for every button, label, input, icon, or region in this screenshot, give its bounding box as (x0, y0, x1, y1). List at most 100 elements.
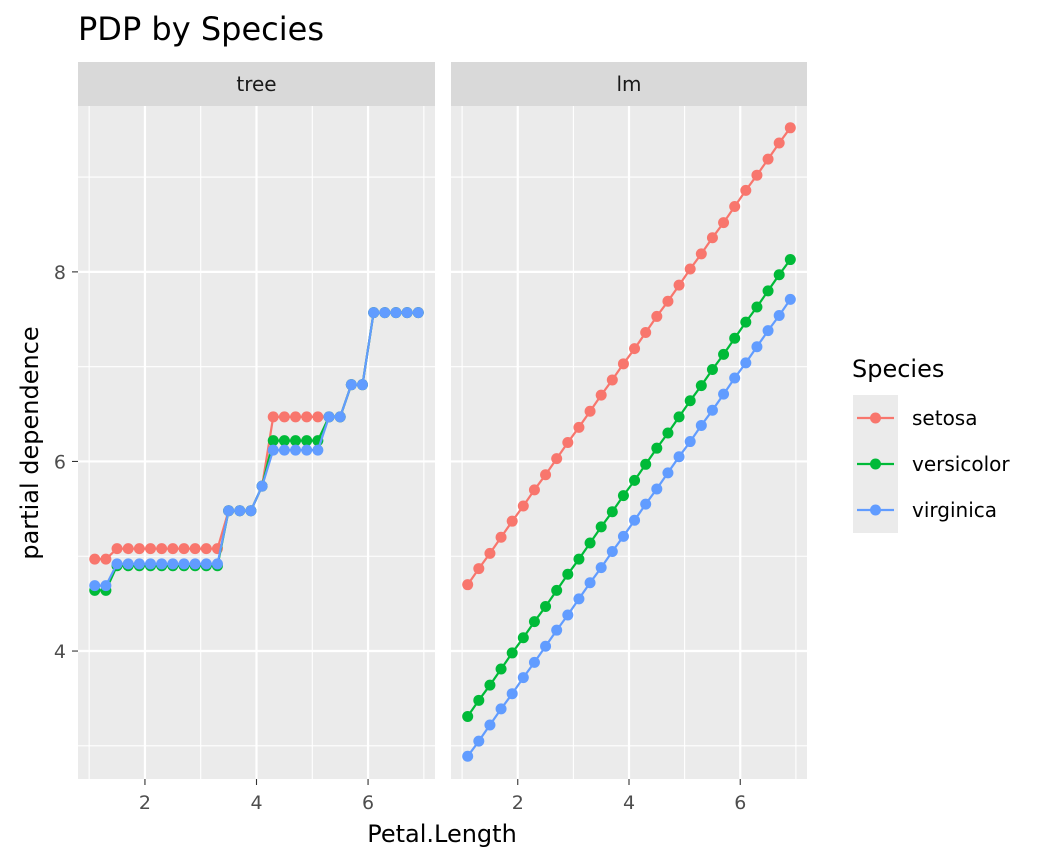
data-point (706, 232, 718, 244)
data-point (156, 558, 168, 570)
data-point (301, 411, 313, 423)
chart-title: PDP by Species (78, 10, 324, 48)
data-point (706, 364, 718, 376)
data-point (156, 543, 168, 555)
data-point (617, 530, 629, 542)
data-point (122, 558, 134, 570)
y-axis-title: partial dependence (16, 326, 44, 559)
data-point (695, 419, 707, 431)
series-versicolor (462, 254, 796, 722)
data-point (267, 435, 279, 447)
data-point (673, 279, 685, 291)
data-point (762, 325, 774, 337)
legend-label: setosa (912, 406, 977, 430)
legend-label: virginica (912, 498, 997, 522)
data-point (111, 558, 123, 570)
data-point (762, 285, 774, 297)
data-point (784, 254, 796, 266)
data-point (401, 307, 413, 319)
data-point (122, 543, 134, 555)
facet-tree: tree 2 4 6 4 6 8 (54, 62, 435, 814)
data-point (773, 309, 785, 321)
data-point (640, 327, 652, 339)
data-point (595, 521, 607, 533)
data-point (290, 444, 302, 456)
legend-item-versicolor: versicolor (853, 441, 1010, 487)
data-point (200, 543, 212, 555)
series-virginica (462, 293, 796, 762)
data-point (528, 616, 540, 628)
data-point (528, 484, 540, 496)
data-point (651, 310, 663, 322)
data-point (718, 217, 730, 229)
legend-title: Species (852, 355, 944, 383)
data-point (740, 357, 752, 369)
data-point (495, 663, 507, 675)
legend-key-point (870, 458, 881, 470)
data-point (301, 444, 313, 456)
legend-item-setosa: setosa (853, 395, 977, 441)
data-point (506, 688, 518, 700)
data-point (345, 379, 357, 391)
data-point (178, 558, 190, 570)
data-point (751, 341, 763, 353)
data-point (718, 348, 730, 360)
data-point (540, 640, 552, 652)
data-point (133, 543, 145, 555)
data-point (379, 307, 391, 319)
data-point (762, 153, 774, 165)
series-setosa (462, 122, 796, 591)
x-tick-label: 4 (250, 792, 262, 814)
data-point (290, 435, 302, 447)
data-point (629, 474, 641, 486)
data-point (629, 343, 641, 355)
data-point (651, 442, 663, 454)
data-point (662, 295, 674, 307)
data-point (506, 515, 518, 527)
y-tick-label: 8 (54, 262, 66, 284)
data-point (517, 672, 529, 684)
data-point (729, 332, 741, 344)
data-point (606, 546, 618, 558)
data-point (551, 584, 563, 596)
data-point (540, 469, 552, 481)
data-point (684, 263, 696, 275)
data-point (517, 632, 529, 644)
data-point (673, 451, 685, 463)
data-point (200, 558, 212, 570)
data-point (773, 137, 785, 149)
legend-key-point (870, 412, 881, 424)
data-point (189, 558, 201, 570)
data-point (740, 316, 752, 328)
data-point (312, 444, 324, 456)
data-point (290, 411, 302, 423)
x-tick-label: 2 (512, 792, 524, 814)
data-point (211, 558, 223, 570)
data-point (178, 543, 190, 555)
data-point (540, 600, 552, 612)
data-point (562, 437, 574, 448)
data-point (684, 436, 696, 448)
data-point (278, 411, 290, 423)
data-point (551, 453, 563, 465)
data-point (573, 593, 585, 605)
data-point (234, 505, 246, 517)
data-point (484, 719, 496, 731)
data-point (473, 735, 485, 747)
data-point (267, 411, 279, 423)
data-point (740, 184, 752, 196)
facet-panels: tree 2 4 6 4 6 8 lm 2 4 6 (54, 62, 807, 814)
data-point (584, 405, 596, 417)
facet-strip (451, 62, 807, 106)
legend-item-virginica: virginica (853, 487, 997, 533)
data-point (595, 562, 607, 574)
data-point (751, 301, 763, 313)
x-axis-title: Petal.Length (367, 820, 517, 848)
data-point (145, 558, 157, 570)
data-point (473, 694, 485, 706)
data-point (267, 444, 279, 456)
legend: Species setosa versicolor virginica (852, 355, 1010, 533)
data-point (167, 543, 179, 555)
facet-strip (78, 62, 435, 106)
data-point (784, 293, 796, 305)
